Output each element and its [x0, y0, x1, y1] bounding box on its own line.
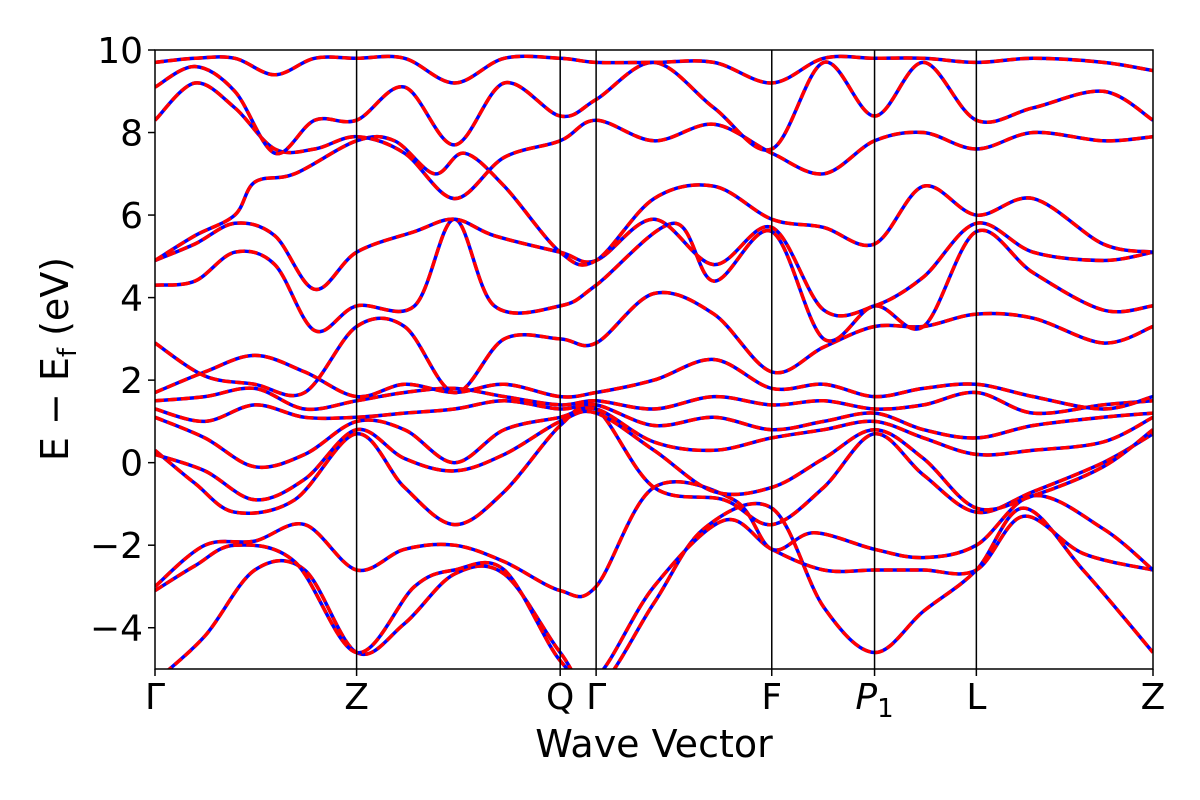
band-line-solid-1 [155, 514, 1153, 669]
y-tick-label-5: 6 [120, 196, 143, 237]
band-line-dashed-1 [155, 514, 1153, 669]
bands-layer [155, 54, 1153, 669]
band-line-dashed-5 [155, 406, 1153, 470]
y-tick-label-3: 2 [120, 361, 143, 402]
x-tick-label-6: L [966, 677, 986, 718]
band-line-dashed-3 [155, 403, 1153, 527]
y-tick-label-1: −2 [90, 526, 143, 567]
band-line-dashed-8 [155, 353, 1153, 411]
x-tick-label-4: F [761, 677, 782, 718]
x-tick-label-5: P1 [855, 677, 893, 724]
y-axis-label-sub: f [53, 347, 83, 357]
y-tick-label-7: 10 [97, 31, 143, 72]
band-line-dashed-2 [155, 480, 1153, 599]
y-axis-label: E − Ef (eV) [33, 257, 83, 461]
y-tick-label-0: −4 [90, 609, 143, 650]
band-line-solid-2 [155, 480, 1153, 599]
y-tick-label-2: 0 [120, 444, 143, 485]
x-tick-label-0: Γ [145, 677, 165, 718]
y-tick-label-4: 4 [120, 279, 143, 320]
y-axis-label-unit: (eV) [33, 257, 77, 348]
band-line-dashed-6 [155, 399, 1153, 440]
x-tick-label-7: Z [1141, 677, 1166, 718]
y-axis-label-main: E − E [33, 357, 77, 461]
x-axis-ticks: Γ Z Q Γ F P1 L Z [145, 669, 1165, 724]
x-tick-label-2: Q [546, 677, 574, 718]
x-tick-label-3: Γ [586, 677, 606, 718]
y-axis-ticks: −4 −2 0 2 4 6 8 10 [90, 31, 155, 650]
band-line-dashed-9 [155, 290, 1153, 398]
x-tick-label-1: Z [344, 677, 369, 718]
band-line-dashed-13 [155, 81, 1153, 201]
band-line-dashed-10 [155, 217, 1153, 343]
band-line-dashed-15 [155, 54, 1153, 85]
band-line-dashed-4 [155, 409, 1153, 512]
high-symmetry-lines [355, 50, 978, 669]
x-axis-label: Wave Vector [535, 722, 773, 766]
band-line-dashed-12 [155, 134, 1153, 267]
plot-frame [154, 49, 1154, 670]
y-tick-label-6: 8 [120, 114, 143, 155]
band-line-solid-6 [155, 399, 1153, 440]
band-line-dashed-14 [155, 60, 1153, 156]
band-line-dashed-11 [155, 217, 1153, 318]
